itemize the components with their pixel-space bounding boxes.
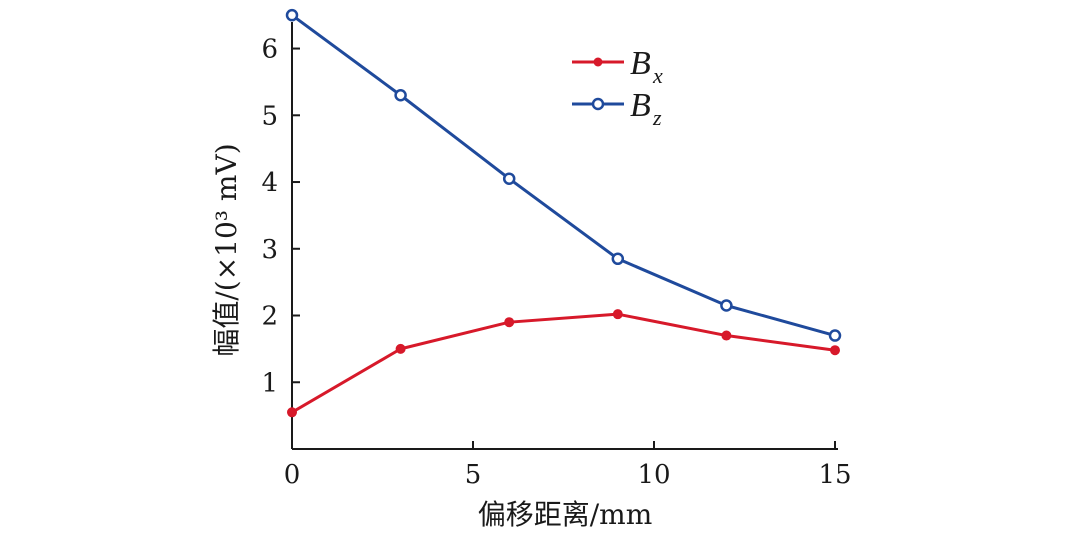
series-line (291, 13, 836, 337)
x-axis-title: 偏移距离/mm (478, 498, 653, 531)
legend-label: B (630, 87, 651, 124)
y-tick-label: 5 (261, 101, 278, 131)
y-tick-label: 3 (261, 235, 278, 265)
y-axis-title: 幅值/(×10³ mV) (210, 143, 243, 356)
data-point (504, 317, 515, 328)
y-ticks: 1 2 3 4 5 6 (261, 35, 300, 398)
series-line (291, 312, 836, 414)
data-point (285, 8, 299, 22)
x-tick-label: 5 (465, 460, 482, 490)
series-layer (285, 8, 842, 418)
y-tick-label: 4 (261, 168, 278, 198)
legend-marker (591, 97, 605, 111)
data-point (394, 89, 407, 102)
y-tick-label: 1 (261, 368, 278, 398)
data-point (612, 309, 623, 320)
series-x (287, 309, 840, 418)
series-z (285, 8, 842, 342)
legend-marker (593, 57, 603, 67)
data-point (611, 252, 625, 266)
legend-label-subscript: z (652, 105, 662, 130)
x-ticks: 0 5 10 15 (284, 441, 852, 490)
data-point (830, 345, 840, 356)
data-point (721, 330, 732, 341)
axes (291, 22, 838, 450)
x-tick-label: 0 (284, 460, 301, 490)
x-tick-label: 10 (637, 460, 670, 490)
data-point (395, 343, 406, 354)
y-tick-label: 2 (261, 302, 278, 332)
data-point (828, 329, 842, 342)
data-point (287, 407, 297, 418)
x-tick-label: 15 (818, 460, 851, 490)
data-point (720, 299, 733, 312)
data-point (502, 172, 516, 185)
legend-label: B (630, 45, 651, 82)
y-tick-label: 6 (261, 35, 278, 65)
legend-label-subscript: x (652, 63, 663, 88)
